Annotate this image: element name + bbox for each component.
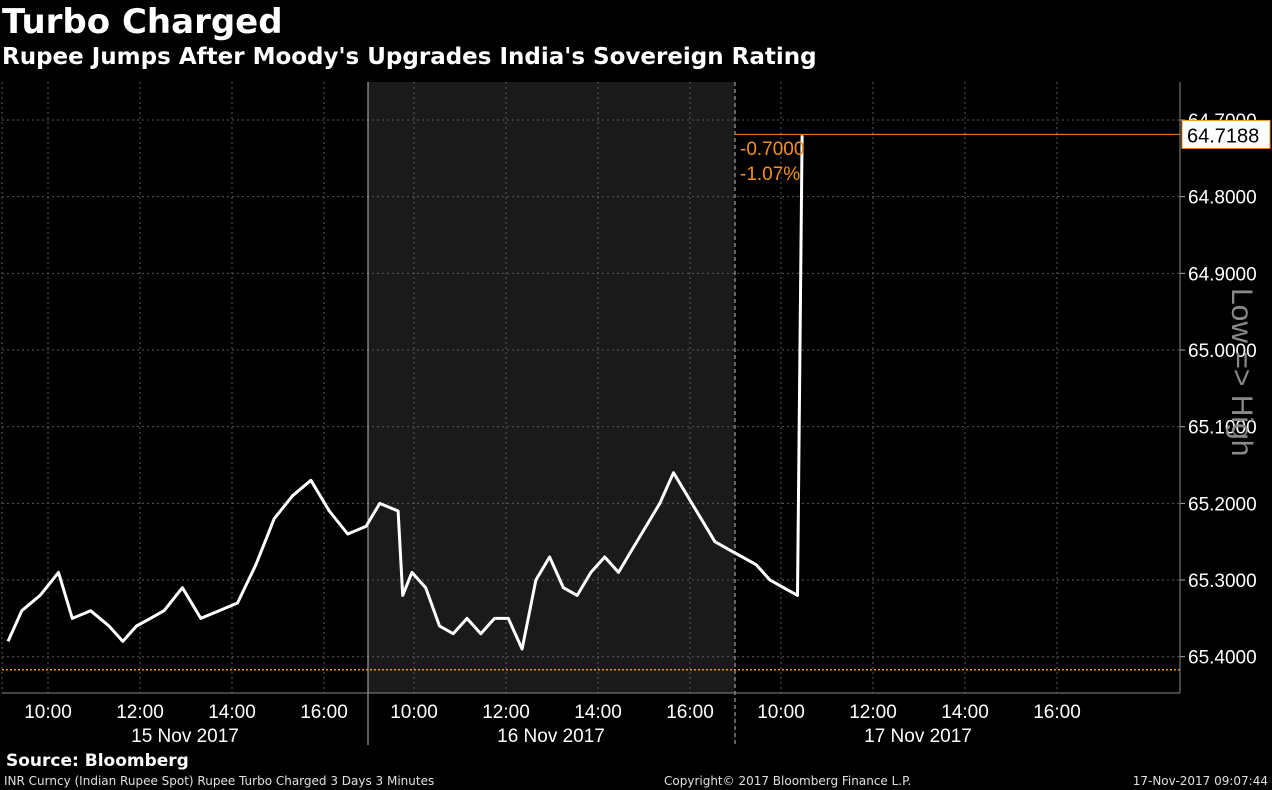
x-day-label: 17 Nov 2017 (864, 726, 972, 747)
x-tick-label: 14:00 (941, 702, 989, 723)
last-value-box: 64.7188 (1181, 119, 1271, 149)
last-value-label: 64.7188 (1187, 125, 1259, 147)
x-day-label: 16 Nov 2017 (497, 726, 605, 747)
x-tick-label: 10:00 (24, 702, 72, 723)
x-tick-label: 14:00 (208, 702, 256, 723)
x-tick-label: 16:00 (300, 702, 348, 723)
x-day-label: 15 Nov 2017 (131, 726, 239, 747)
footer-ticker-description: INR Curncy (Indian Rupee Spot) Rupee Tur… (4, 774, 435, 788)
pct-change-annotation: -1.07% (740, 164, 800, 185)
x-tick-label: 12:00 (482, 702, 530, 723)
y-tick-label: 64.9000 (1188, 264, 1257, 285)
shaded-day-band (368, 82, 735, 693)
y-tick-label: 65.0000 (1188, 341, 1257, 362)
x-tick-label: 14:00 (574, 702, 622, 723)
footer-timestamp: 17-Nov-2017 09:07:44 (1132, 774, 1268, 788)
x-tick-label: 10:00 (757, 702, 805, 723)
y-tick-label: 65.1000 (1188, 418, 1257, 439)
source-note: Source: Bloomberg (6, 751, 189, 771)
last-value-box-bg (1181, 119, 1271, 149)
footer-copyright: Copyright© 2017 Bloomberg Finance L.P. (664, 774, 912, 788)
net-change-annotation: -0.7000 (740, 139, 804, 160)
chart-subtitle: Rupee Jumps After Moody's Upgrades India… (2, 44, 817, 70)
inr-price-line (6, 135, 804, 651)
x-tick-label: 12:00 (116, 702, 164, 723)
y-tick-label: 64.8000 (1188, 188, 1257, 209)
x-tick-label: 10:00 (390, 702, 438, 723)
chart-title: Turbo Charged (2, 2, 283, 42)
x-tick-label: 16:00 (1033, 702, 1081, 723)
y-tick-label: 65.3000 (1188, 571, 1257, 592)
y-tick-label: 65.2000 (1188, 494, 1257, 515)
y-axis-label: Low => High (1225, 288, 1258, 456)
x-tick-label: 16:00 (666, 702, 714, 723)
x-tick-label: 12:00 (849, 702, 897, 723)
y-tick-label: 65.4000 (1188, 648, 1257, 669)
